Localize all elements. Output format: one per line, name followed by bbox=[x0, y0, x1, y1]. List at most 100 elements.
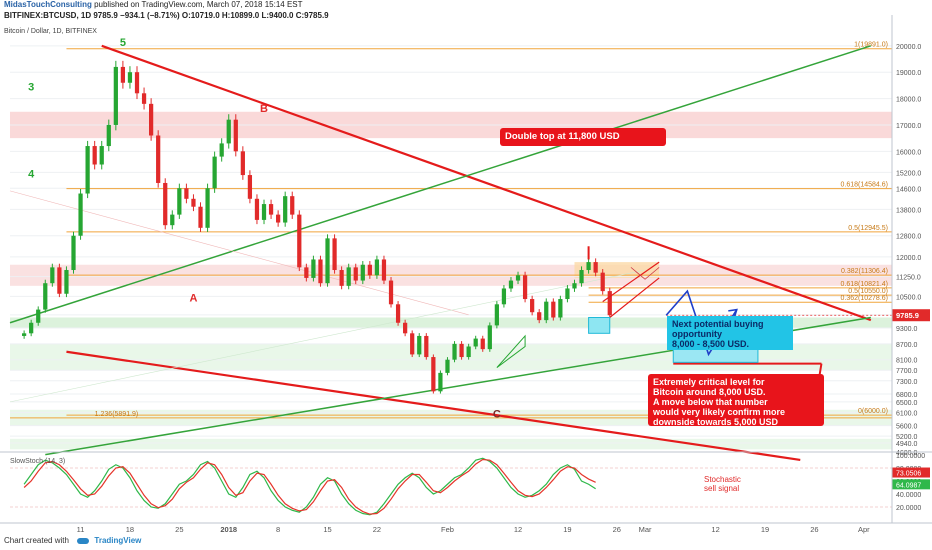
stoch-tick-label: 100.0000 bbox=[896, 453, 925, 460]
projection-arrowhead bbox=[728, 308, 738, 320]
candle bbox=[438, 372, 443, 392]
candle bbox=[43, 283, 48, 310]
candle bbox=[410, 333, 415, 355]
stoch-signal-line: Stochastic bbox=[704, 475, 741, 484]
candle bbox=[106, 124, 111, 147]
candle bbox=[332, 238, 337, 271]
wave-label: 3 bbox=[28, 82, 34, 94]
candle bbox=[283, 196, 288, 223]
price-tick-label: 15200.0 bbox=[896, 170, 921, 177]
rising-wedge-upper bbox=[602, 261, 660, 303]
candle bbox=[290, 196, 295, 215]
tradingview-brand[interactable]: TradingView bbox=[94, 536, 142, 545]
stoch-d-badge bbox=[892, 479, 930, 490]
critical-line: Bitcoin around 8,000 USD. bbox=[653, 387, 766, 397]
critical-line: would very likely confirm more bbox=[653, 407, 786, 417]
candle bbox=[254, 198, 260, 220]
price-tick-label: 4940.0 bbox=[896, 441, 918, 448]
candle bbox=[395, 304, 401, 323]
fib-label: 0.618(10821.4) bbox=[841, 281, 888, 288]
candle bbox=[325, 238, 330, 284]
price-tick-label: 20000.0 bbox=[896, 44, 921, 51]
author-name[interactable]: MidasTouchConsulting bbox=[4, 0, 92, 9]
candle bbox=[403, 322, 408, 334]
candle bbox=[99, 146, 104, 165]
footer-prefix: Chart created with bbox=[4, 536, 69, 545]
candle bbox=[374, 259, 380, 276]
candle bbox=[57, 267, 62, 294]
time-tick-label: 19 bbox=[761, 525, 769, 534]
current-price-badge bbox=[892, 309, 930, 322]
stoch-signal-line: sell signal bbox=[704, 484, 740, 493]
fib-label: 0.618(14584.6) bbox=[841, 182, 888, 189]
double-top-callout: Double top at 11,800 USD bbox=[500, 128, 666, 146]
time-tick-label: 15 bbox=[323, 525, 331, 534]
candle bbox=[600, 272, 605, 292]
candle bbox=[459, 343, 464, 358]
candle bbox=[297, 214, 302, 268]
price-tick-label: 18000.0 bbox=[896, 97, 921, 104]
red-channel-upper bbox=[101, 44, 872, 322]
critical-line: A move below that number bbox=[653, 397, 768, 407]
candle bbox=[339, 270, 344, 286]
stoch-title: SlowStoch (14, 3) bbox=[10, 458, 65, 465]
time-tick-label: 11 bbox=[77, 525, 85, 534]
price-tick-label: 14600.0 bbox=[896, 186, 921, 193]
wave-label: A bbox=[189, 293, 197, 305]
candle bbox=[276, 214, 281, 223]
price-tick-label: 6800.0 bbox=[896, 392, 918, 399]
candle bbox=[240, 151, 245, 176]
time-tick-label: 2018 bbox=[220, 525, 237, 534]
candle bbox=[593, 262, 598, 273]
red-channel-lower bbox=[66, 350, 801, 462]
price-tick-label: 9300.0 bbox=[896, 326, 918, 333]
candle bbox=[29, 322, 34, 334]
buying-title: Next potential buying opportunity bbox=[672, 319, 764, 339]
time-tick-label: Apr bbox=[858, 525, 870, 534]
candle bbox=[156, 135, 161, 183]
price-tick-label: 19000.0 bbox=[896, 70, 921, 77]
publisher-line: MidasTouchConsulting published on Tradin… bbox=[4, 0, 303, 9]
candle bbox=[184, 188, 189, 199]
support-box bbox=[588, 316, 611, 334]
candle bbox=[92, 146, 97, 165]
time-tick-label: Feb bbox=[441, 525, 454, 534]
time-tick-label: 12 bbox=[514, 525, 522, 534]
price-tick-label: 12800.0 bbox=[896, 234, 921, 241]
price-tick-label: 11250.0 bbox=[896, 275, 921, 282]
candle bbox=[515, 275, 521, 281]
candle bbox=[311, 259, 316, 278]
fib-label: 0.5(10550.0) bbox=[848, 288, 888, 295]
stochastic-panel: SlowStoch (14, 3)100.000080.000060.00004… bbox=[0, 451, 932, 516]
time-tick-label: Mar bbox=[639, 525, 652, 534]
candle bbox=[64, 270, 69, 294]
fib-label: 0.382(11306.4) bbox=[841, 268, 888, 275]
fib-label: 0(6000.0) bbox=[858, 408, 888, 415]
buying-range: 8,000 - 8,500 USD. bbox=[672, 339, 750, 349]
candle bbox=[212, 156, 217, 189]
triangle-pattern bbox=[496, 334, 526, 369]
price-tick-label: 16000.0 bbox=[896, 149, 921, 156]
footer: Chart created with TradingView bbox=[4, 536, 141, 545]
critical-level-callout: Extremely critical level for Bitcoin aro… bbox=[648, 374, 824, 427]
price-tick-label: 8100.0 bbox=[896, 358, 918, 365]
candle bbox=[233, 119, 238, 152]
fib-label: 0.5(12945.5) bbox=[848, 225, 888, 232]
chart-name: Bitcoin / Dollar, 1D, BITFINEX bbox=[4, 28, 97, 35]
price-tick-label: 17000.0 bbox=[896, 123, 921, 130]
candle bbox=[537, 312, 542, 321]
candle bbox=[367, 264, 372, 276]
fib-label: 1.236(5891.9) bbox=[95, 411, 139, 418]
candle bbox=[71, 235, 76, 271]
trend-channels bbox=[9, 44, 892, 462]
price-tick-label: 5600.0 bbox=[896, 424, 918, 431]
candle bbox=[318, 259, 323, 284]
published-text: published on TradingView.com, March 07, … bbox=[94, 0, 303, 9]
price-tick-label: 7700.0 bbox=[896, 368, 918, 375]
wave-label: 5 bbox=[120, 37, 126, 49]
candle bbox=[36, 309, 41, 323]
candle bbox=[381, 259, 387, 281]
price-axis: 20000.0 19000.0 18000.0 17000.0 16000.0 15200… bbox=[892, 44, 930, 457]
price-zone bbox=[10, 317, 892, 329]
